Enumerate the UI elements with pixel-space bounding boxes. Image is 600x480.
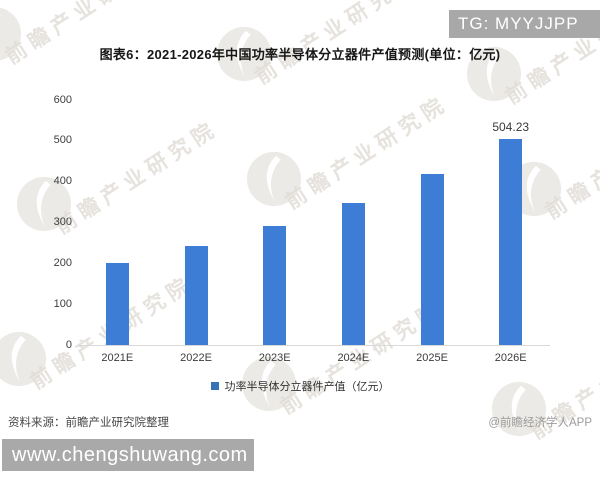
bar-slot — [235, 100, 314, 345]
bar-2024E — [341, 202, 365, 345]
bar-slot — [314, 100, 393, 345]
y-tick-label: 0 — [65, 338, 72, 351]
bar-slot — [78, 100, 157, 345]
bar-2022E — [184, 246, 208, 345]
x-tick-label: 2026E — [494, 352, 527, 364]
x-axis: 2021E 2022E 2023E 2024E 2025E 2026E — [78, 352, 550, 364]
bar-slot — [393, 100, 472, 345]
y-tick-label: 100 — [53, 297, 72, 310]
x-tick-label: 2021E — [101, 352, 134, 364]
source-note: 资料来源：前瞻产业研究院整理 — [8, 417, 169, 429]
data-label: 504.23 — [492, 120, 530, 135]
legend-marker-icon — [210, 382, 219, 390]
bar-2021E — [105, 262, 129, 345]
x-tick-label: 2023E — [258, 352, 291, 364]
y-tick-label: 200 — [53, 256, 72, 269]
y-tick-label: 400 — [53, 175, 72, 188]
x-tick-label: 2022E — [180, 352, 212, 364]
legend-label: 功率半导体分立器件产值（亿元） — [224, 381, 390, 393]
x-tick-label: 2024E — [337, 352, 370, 364]
x-tick-label: 2025E — [416, 352, 448, 364]
bar-2023E — [263, 226, 287, 345]
y-tick-label: 500 — [53, 134, 72, 147]
y-tick-label: 600 — [53, 93, 72, 106]
plot-area: 504.23 — [78, 100, 550, 346]
bar-slot: 504.23 — [471, 100, 550, 345]
app-attribution: @前瞻经济学人APP — [488, 417, 592, 429]
bar-2025E — [420, 173, 444, 345]
bar-2026E: 504.23 — [492, 120, 529, 345]
bar-slot — [157, 100, 236, 345]
chart-title: 图表6：2021-2026年中国功率半导体分立器件产值预测(单位：亿元) — [99, 47, 501, 62]
legend: 功率半导体分立器件产值（亿元） — [0, 378, 600, 394]
telegram-badge: TG: MYYJJPP — [449, 10, 600, 38]
website-bar: www.chengshuwang.com — [2, 439, 254, 471]
y-tick-label: 300 — [53, 216, 72, 228]
website-url: www.chengshuwang.com — [12, 443, 248, 466]
